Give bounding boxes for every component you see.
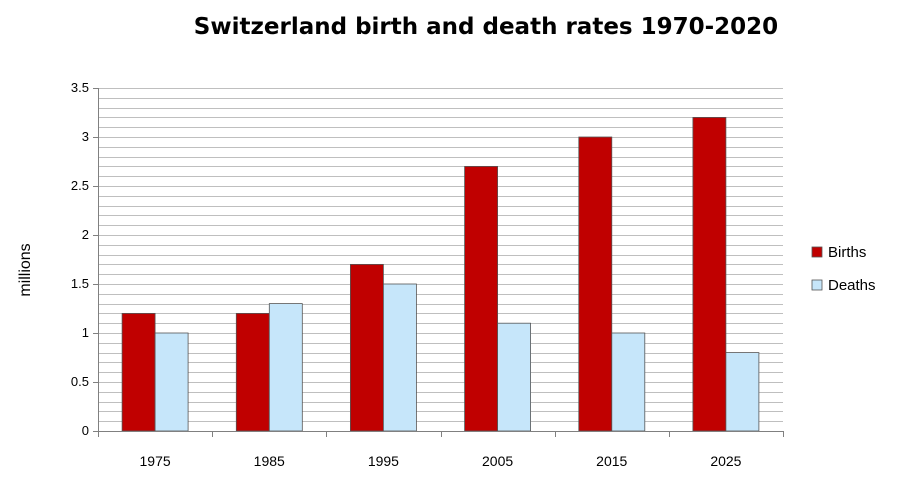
legend: Births Deaths: [811, 244, 876, 294]
y-tick-labels: 0 0.5 1 1.5 2 2.5 3 3.5: [71, 80, 98, 438]
y-tick-label: 1: [82, 325, 89, 340]
x-tick-labels: 1975 1985 1995 2005 2015 2025: [98, 431, 784, 469]
y-tick-label: 1.5: [71, 276, 89, 291]
x-tick-label: 1985: [254, 453, 285, 469]
y-tick-label: 3: [82, 129, 89, 144]
bar-deaths-1995: [382, 283, 417, 432]
bar-deaths-2025: [725, 352, 760, 432]
axes: [98, 88, 783, 432]
chart-title: Switzerland birth and death rates 1970-2…: [194, 14, 778, 40]
x-tick-label: 2015: [596, 453, 627, 469]
bars: [121, 117, 760, 432]
bar-deaths-1975: [154, 332, 189, 432]
y-tick-label: 0.5: [71, 374, 89, 389]
y-tick-label: 3.5: [71, 80, 89, 95]
bar-births-2005: [464, 165, 499, 432]
x-tick-label: 2005: [482, 453, 513, 469]
bar-births-1975: [121, 312, 156, 432]
y-axis-label: millions: [17, 243, 34, 296]
y-tick-label: 2.5: [71, 178, 89, 193]
gridlines: [98, 88, 783, 422]
x-tick-label: 1975: [140, 453, 171, 469]
x-tick-label: 2025: [710, 453, 741, 469]
bar-births-1995: [349, 263, 384, 432]
bar-deaths-2005: [497, 322, 532, 432]
legend-label-deaths: Deaths: [828, 277, 876, 294]
legend-swatch-births: [811, 246, 823, 258]
bar-deaths-1985: [268, 303, 303, 432]
x-tick-label: 1995: [368, 453, 399, 469]
bar-deaths-2015: [611, 332, 646, 432]
legend-label-births: Births: [828, 244, 866, 261]
y-tick-label: 2: [82, 227, 89, 242]
bar-births-2025: [692, 117, 727, 432]
y-tick-label: 0: [82, 423, 89, 438]
legend-swatch-deaths: [811, 279, 823, 291]
bar-births-2015: [578, 136, 613, 432]
bar-births-1985: [235, 312, 270, 432]
